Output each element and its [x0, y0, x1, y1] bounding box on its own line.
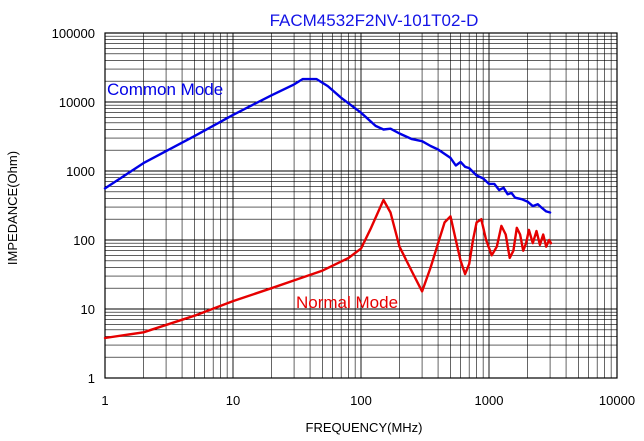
x-tick-label: 10000 [599, 393, 635, 408]
common-mode-line [103, 77, 552, 214]
y-tick-labels: 1 10 100 1000 10000 100000 [52, 26, 95, 386]
x-axis-title: FREQUENCY(MHz) [306, 420, 423, 435]
y-tick-label: 100000 [52, 26, 95, 41]
normal-mode-line [103, 198, 553, 340]
common-mode-label: Common Mode [107, 80, 223, 99]
normal-mode-label: Normal Mode [296, 293, 398, 312]
chart-title: FACM4532F2NV-101T02-D [270, 11, 479, 30]
x-tick-label: 100 [350, 393, 372, 408]
series-layer [103, 77, 553, 340]
y-tick-label: 1000 [66, 164, 95, 179]
x-tick-labels: 1 10 100 1000 10000 [101, 393, 635, 408]
y-axis-title: IMPEDANCE(Ohm) [5, 151, 20, 265]
x-tick-label: 1 [101, 393, 108, 408]
x-tick-label: 10 [226, 393, 240, 408]
x-tick-label: 1000 [475, 393, 504, 408]
y-tick-label: 1 [88, 371, 95, 386]
y-tick-label: 10000 [59, 95, 95, 110]
minor-grid [105, 33, 617, 378]
y-tick-label: 100 [73, 233, 95, 248]
plot-frame [104, 32, 618, 379]
y-tick-label: 10 [81, 302, 95, 317]
